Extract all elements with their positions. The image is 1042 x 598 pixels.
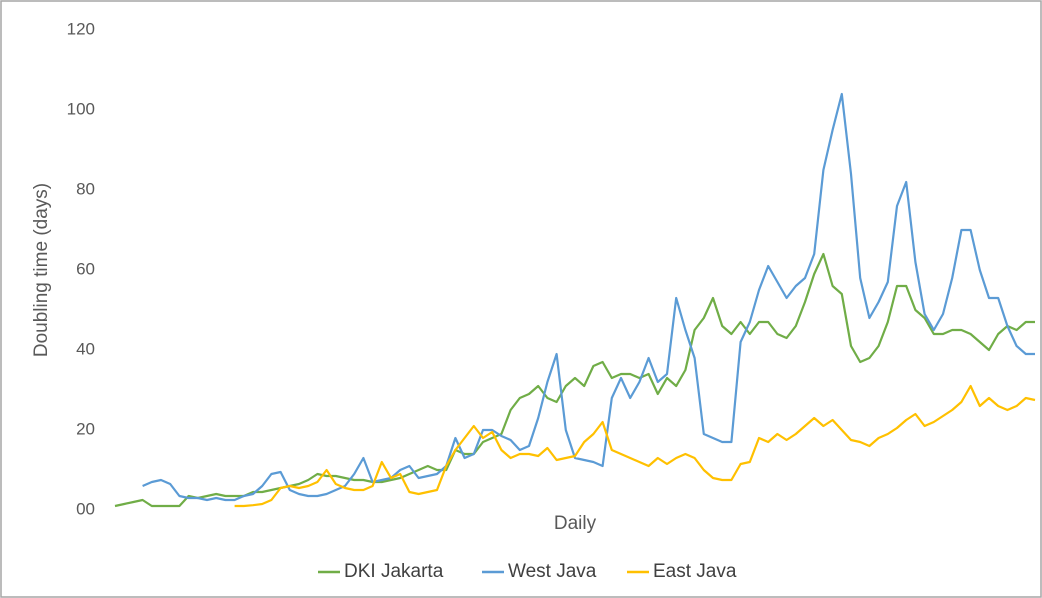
y-tick-label: 00 [76,499,95,518]
series-line [114,252,1035,508]
y-tick-label: 60 [76,259,95,278]
legend-label: DKI Jakarta [344,561,444,582]
legend-label: West Java [508,561,597,582]
y-tick-label: 40 [76,339,95,358]
series-line [142,92,1035,502]
x-axis-title: Daily [554,513,597,534]
y-tick-label: 80 [76,179,95,198]
y-tick-label: 20 [76,419,95,438]
y-tick-label: 120 [67,19,95,38]
legend-label: East Java [653,561,737,582]
series-line [234,384,1036,508]
y-axis-title: Doubling time (days) [31,183,52,357]
y-tick-label: 100 [67,99,95,118]
